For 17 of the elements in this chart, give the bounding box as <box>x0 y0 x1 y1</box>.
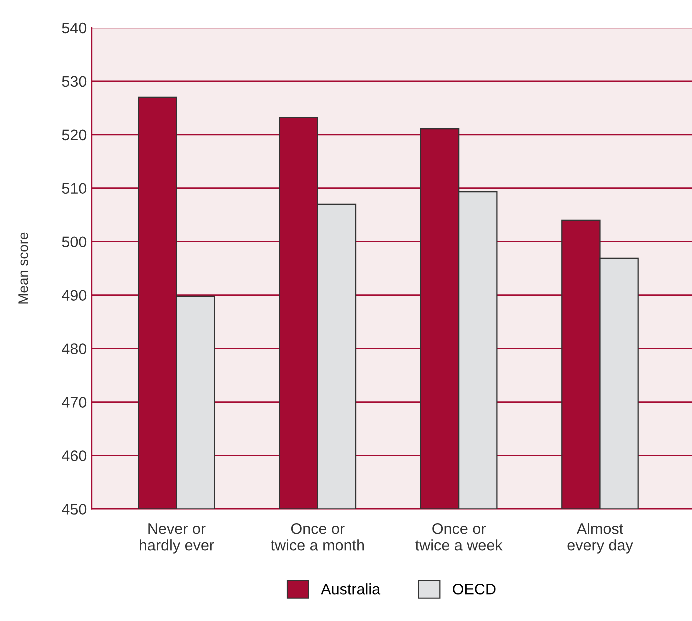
y-tick-label: 450 <box>62 504 87 515</box>
y-tick-label: 490 <box>62 290 87 302</box>
x-tick-label: Once or twice a month <box>271 524 364 551</box>
legend-label: Australia <box>321 584 381 595</box>
y-tick-label: 510 <box>62 183 87 194</box>
x-tick-label: Almost every day <box>568 523 634 554</box>
y-tick-label: 530 <box>62 76 87 88</box>
y-tick-label: 460 <box>62 450 87 462</box>
y-tick-label: 500 <box>62 236 87 248</box>
y-tick-label: 470 <box>62 397 87 408</box>
x-tick-label: Never or hardly ever <box>140 524 214 554</box>
y-tick-label: 480 <box>62 344 87 354</box>
legend-label: OECD <box>453 584 496 595</box>
y-axis-title: Mean score <box>18 232 28 304</box>
x-tick-label: Once or twice a week <box>416 524 503 551</box>
y-tick-label: 540 <box>62 22 87 34</box>
y-tick-label: 520 <box>62 130 87 141</box>
